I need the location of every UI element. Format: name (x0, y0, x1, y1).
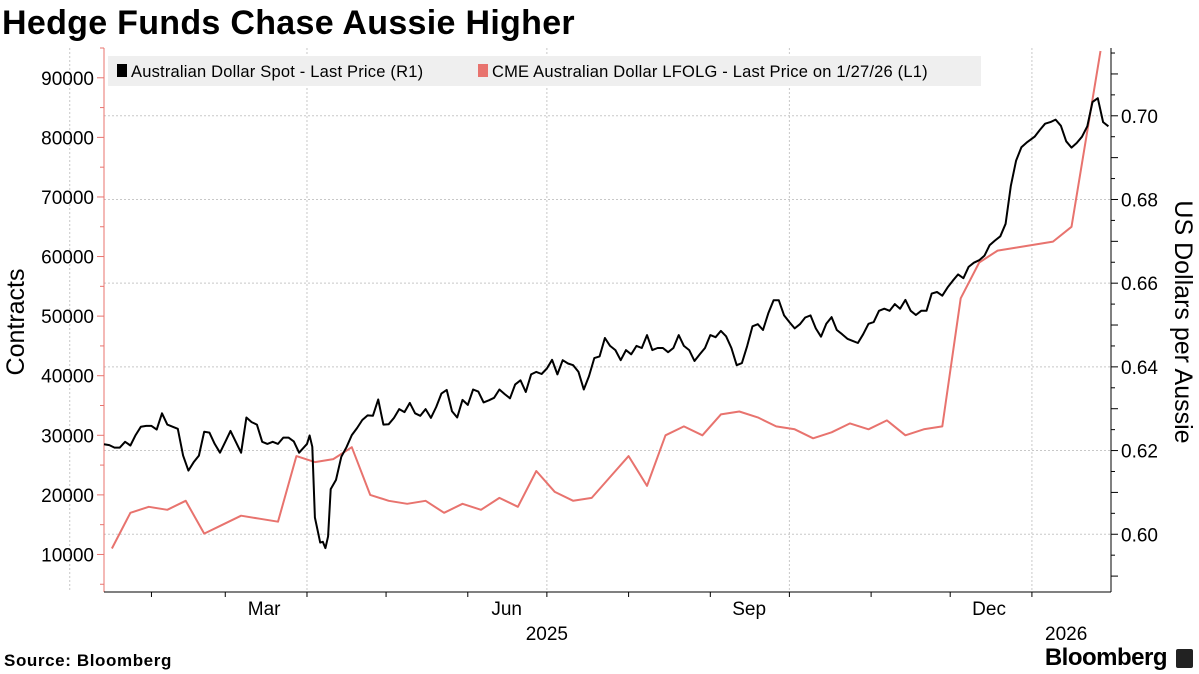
axes (103, 48, 1112, 593)
left-axis-tick-label: 50000 (41, 307, 94, 328)
chart: 10000 20000 30000 40000 50000 60000 70000 80000… (2, 47, 1197, 640)
right-axis-tick-label: 0.66 (1121, 274, 1158, 295)
left-axis-tick-label: 40000 (41, 367, 94, 388)
right-axis-tick-label: 0.64 (1121, 358, 1158, 379)
grid (69, 48, 1111, 592)
x-axis-month-label: Dec (972, 599, 1006, 620)
x-axis-month-label: Sep (732, 599, 766, 620)
right-axis-ticks: 0.60 0.62 0.64 0.66 0.68 0.70 (1111, 52, 1158, 577)
right-axis-tick-label: 0.68 (1121, 190, 1158, 211)
x-axis-ticks: Mar Jun Sep Dec 2025 2026 (150, 592, 1087, 640)
right-axis-tick-label: 0.60 (1121, 525, 1158, 546)
x-axis-month-label: Mar (248, 599, 281, 620)
left-axis-tick-label: 10000 (41, 545, 94, 566)
left-axis-tick-label: 30000 (41, 426, 94, 447)
series-line-cme-positioning (111, 50, 1102, 549)
x-axis-month-label: Jun (491, 599, 522, 620)
legend-swatch-spot (117, 64, 127, 77)
bloomberg-icon (1176, 649, 1193, 668)
legend-swatch-cme (478, 64, 488, 77)
legend-label-cme: CME Australian Dollar LFOLG - Last Price… (492, 63, 928, 81)
source-note: Source: Bloomberg (4, 651, 172, 670)
right-axis-tick-label: 0.62 (1121, 442, 1158, 463)
y-axis-title-right: US Dollars per Aussie (1169, 200, 1197, 443)
left-axis-ticks: 10000 20000 30000 40000 50000 60000 70000 80000… (41, 47, 104, 585)
left-axis-tick-label: 90000 (41, 69, 94, 90)
left-axis-tick-label: 70000 (41, 188, 94, 209)
series (103, 50, 1110, 550)
chart-title: Hedge Funds Chase Aussie Higher (2, 4, 575, 42)
legend-background (108, 56, 981, 86)
legend-label-spot: Australian Dollar Spot - Last Price (R1) (131, 63, 423, 81)
x-axis-year-label: 2025 (526, 624, 568, 640)
left-axis-tick-label: 60000 (41, 248, 94, 269)
left-axis-tick-label: 20000 (41, 486, 94, 507)
x-axis-year-label: 2026 (1045, 624, 1087, 640)
legend: Australian Dollar Spot - Last Price (R1)… (108, 56, 981, 86)
right-axis-tick-label: 0.70 (1121, 107, 1158, 128)
y-axis-title-left: Contracts (2, 269, 30, 376)
series-line-aud-spot (103, 97, 1110, 550)
bloomberg-logo: Bloomberg (1044, 644, 1168, 671)
left-axis-tick-label: 80000 (41, 128, 94, 149)
